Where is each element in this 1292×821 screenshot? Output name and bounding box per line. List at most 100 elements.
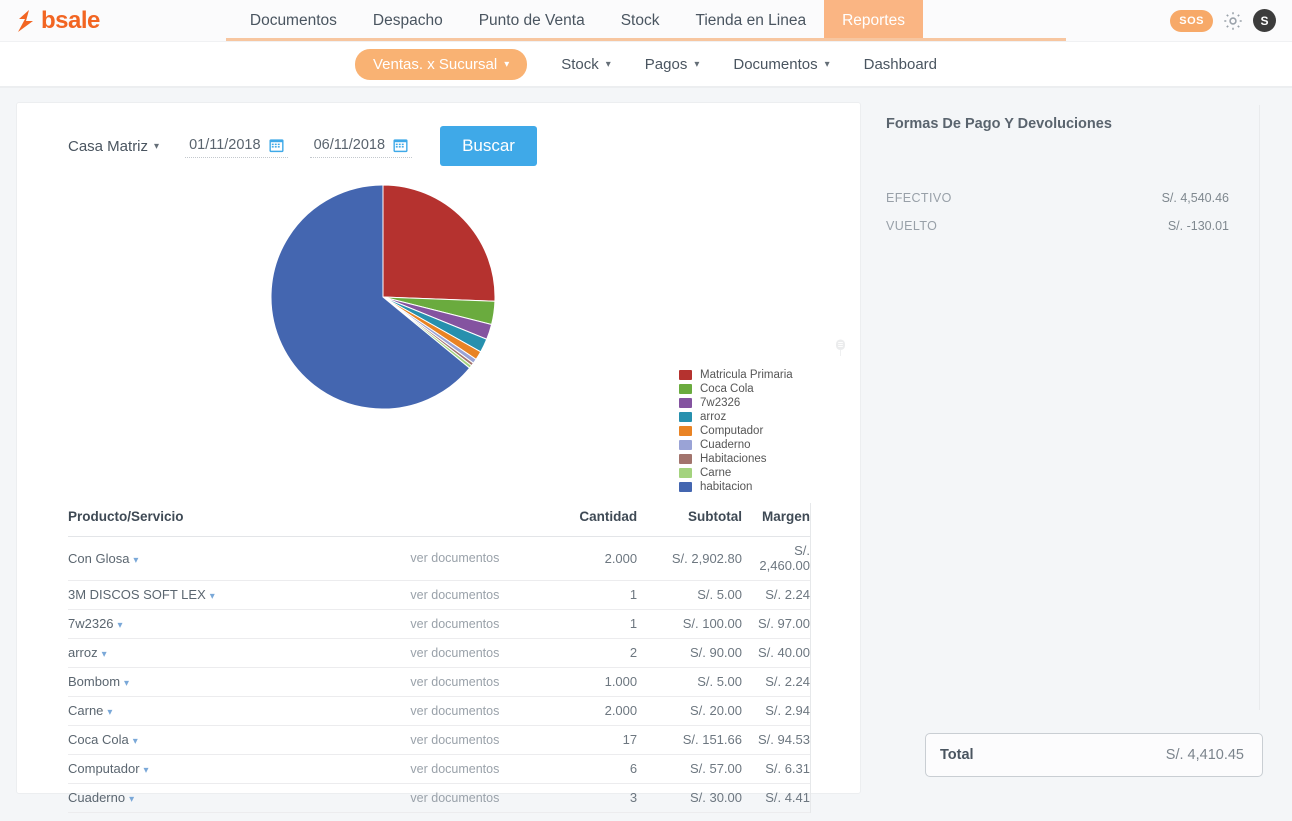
cell-cantidad: 2.000 (542, 696, 638, 726)
nav-item-documentos[interactable]: Documentos (249, 11, 337, 29)
legend-item[interactable]: Habitaciones (679, 452, 793, 466)
cell-subtotal: S/. 57.00 (637, 754, 742, 784)
legend-label: Computador (700, 425, 764, 437)
subnav-item-ventas-x-sucursal[interactable]: Ventas. x Sucursal ▾ (354, 48, 528, 80)
pie-slice[interactable] (270, 184, 471, 410)
chart-legend: Matricula Primaria Coca Cola 7w2326 arroz Co… (679, 368, 793, 494)
chevron-down-icon: ▾ (154, 140, 160, 152)
ver-documentos-link[interactable]: ver documentos (367, 667, 543, 697)
chevron-down-icon: ▾ (694, 58, 700, 70)
pie-chart[interactable] (253, 175, 513, 425)
legend-swatch-icon (679, 412, 692, 422)
payment-method-value: S/. -130.01 (1167, 219, 1229, 233)
date-to-field[interactable]: 06/11/2018 (309, 134, 413, 158)
side-total-label: Total (940, 747, 974, 763)
ver-documentos-link[interactable]: ver documentos (367, 609, 543, 639)
table-row: arroz ▾ ver documentos 2 S/. 90.00 S/. 40.00 (68, 638, 810, 668)
chevron-down-icon[interactable]: ▾ (209, 591, 215, 602)
payment-method-label: VUELTO (886, 219, 938, 233)
date-to-value: 06/11/2018 (313, 137, 386, 153)
subnav-item-documentos[interactable]: Documentos ▾ (733, 56, 829, 73)
ver-documentos-link[interactable]: ver documentos (367, 536, 543, 581)
calendar-icon[interactable] (393, 138, 408, 153)
cell-producto: Coca Cola ▾ (68, 725, 368, 755)
date-from-field[interactable]: 01/11/2018 (185, 134, 288, 158)
products-table: Producto/Servicio Cantidad Subtotal Marg… (68, 503, 810, 813)
cell-margen: S/. 2.94 (742, 696, 810, 726)
nav-item-punto-de-venta[interactable]: Punto de Venta (478, 11, 585, 29)
nav-item-tienda-en-linea[interactable]: Tienda en Linea (695, 11, 807, 29)
nav-item-stock[interactable]: Stock (620, 11, 660, 29)
side-panel-total-box: Total S/. 4,410.45 (925, 733, 1263, 777)
legend-item[interactable]: Coca Cola (679, 382, 793, 396)
col-header-cantidad: Cantidad (542, 503, 638, 537)
legend-label: Carne (700, 467, 732, 479)
ver-documentos-link[interactable]: ver documentos (367, 725, 543, 755)
chevron-down-icon[interactable]: ▾ (101, 649, 107, 660)
nav-item-despacho[interactable]: Despacho (372, 11, 443, 29)
report-card: Casa Matriz ▾ 01/11/2018 06/11/2018 (16, 102, 861, 813)
ver-documentos-link[interactable]: ver documentos (367, 638, 543, 668)
subnav-item-pagos[interactable]: Pagos ▾ (645, 56, 700, 73)
cell-subtotal: S/. 151.66 (637, 725, 742, 755)
legend-swatch-icon (679, 482, 692, 492)
subnav-label-stock: Stock (561, 55, 599, 73)
search-button[interactable]: Buscar (440, 126, 537, 166)
branch-select[interactable]: Casa Matriz ▾ (68, 138, 159, 155)
legend-item[interactable]: 7w2326 (679, 396, 793, 410)
cell-producto: Con Glosa ▾ (68, 536, 368, 581)
chevron-down-icon[interactable]: ▾ (124, 678, 130, 689)
chevron-down-icon[interactable]: ▾ (117, 620, 123, 631)
brand-logo[interactable]: bsale (0, 0, 114, 41)
ver-documentos-link[interactable]: ver documentos (367, 754, 543, 784)
subnav-label-dashboard: Dashboard (863, 55, 938, 73)
legend-swatch-icon (679, 454, 692, 464)
cell-subtotal: S/. 100.00 (637, 609, 742, 639)
nav-item-reportes[interactable]: Reportes (824, 0, 923, 41)
chevron-down-icon[interactable]: ▾ (133, 554, 139, 566)
top-nav-right-actions: SOS S (1170, 0, 1292, 41)
chevron-down-icon[interactable]: ▾ (107, 707, 113, 718)
legend-label: Cuaderno (700, 439, 751, 451)
cell-margen: S/. 94.53 (742, 725, 810, 755)
legend-item[interactable]: habitacion (679, 480, 793, 494)
cell-producto: 3M DISCOS SOFT LEX ▾ (68, 580, 368, 610)
col-header-blank (367, 503, 543, 537)
legend-item[interactable]: Computador (679, 424, 793, 438)
nav-active-underline (226, 38, 1066, 41)
cell-margen: S/. 2.24 (742, 580, 810, 610)
gear-icon[interactable] (1222, 10, 1244, 32)
legend-label: arroz (700, 411, 727, 423)
cell-subtotal: S/. 2,902.80 (637, 536, 742, 581)
ver-documentos-link[interactable]: ver documentos (367, 696, 543, 726)
subnav-item-stock[interactable]: Stock ▾ (561, 56, 611, 73)
subnav-item-dashboard[interactable]: Dashboard (864, 56, 937, 73)
chevron-down-icon[interactable]: ▾ (143, 765, 149, 776)
chevron-down-icon: ▾ (605, 58, 611, 70)
cell-producto: Carne ▾ (68, 696, 368, 726)
cell-subtotal: S/. 30.00 (637, 783, 742, 813)
cell-producto: 7w2326 ▾ (68, 609, 368, 639)
ver-documentos-link[interactable]: ver documentos (367, 580, 543, 610)
ver-documentos-link[interactable]: ver documentos (367, 783, 543, 813)
cell-margen: S/. 40.00 (742, 638, 810, 668)
legend-swatch-icon (679, 398, 692, 408)
cell-margen: S/. 97.00 (742, 609, 810, 639)
calendar-icon[interactable] (269, 138, 284, 153)
pie-slice[interactable] (382, 184, 496, 302)
legend-item[interactable]: Matricula Primaria (679, 368, 793, 382)
chevron-down-icon[interactable]: ▾ (129, 794, 135, 805)
branch-select-value: Casa Matriz (68, 137, 149, 155)
bsale-logo-icon (18, 9, 33, 32)
cell-producto: Cuaderno ▾ (68, 783, 368, 813)
chevron-down-icon[interactable]: ▾ (132, 736, 138, 747)
user-avatar[interactable]: S (1253, 9, 1276, 32)
side-panel-divider (1259, 105, 1260, 710)
legend-item[interactable]: arroz (679, 410, 793, 424)
legend-item[interactable]: Carne (679, 466, 793, 480)
sos-button[interactable]: SOS (1170, 9, 1213, 32)
payment-method-value: S/. 4,540.46 (1161, 191, 1229, 205)
payment-methods-panel: Formas De Pago Y Devoluciones EFECTIVO S/… (877, 102, 1276, 794)
legend-item[interactable]: Cuaderno (679, 438, 793, 452)
chart-context-menu-icon[interactable] (833, 339, 848, 356)
